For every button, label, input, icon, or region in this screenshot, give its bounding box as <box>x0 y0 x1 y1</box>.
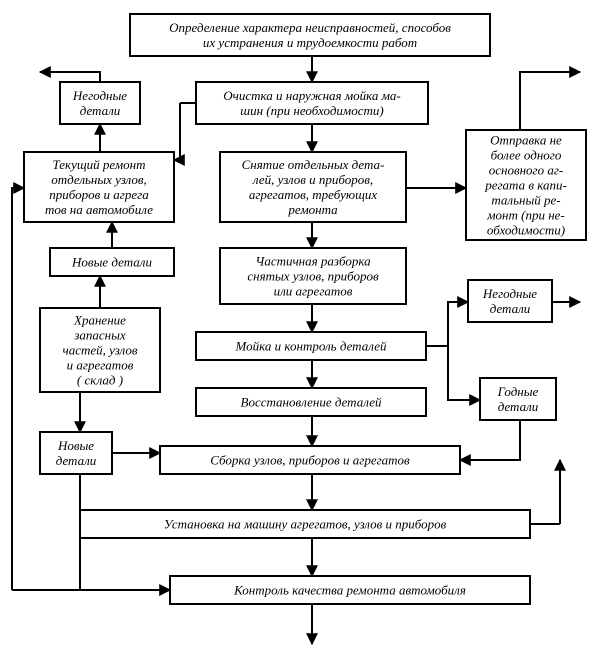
flow-node-n8: Частичная разборкаснятых узлов, приборов… <box>220 248 406 304</box>
svg-text:Сборка узлов, приборов и агрег: Сборка узлов, приборов и агрегатов <box>210 453 410 468</box>
svg-text:( склад ): ( склад ) <box>77 373 123 388</box>
svg-text:детали: детали <box>80 103 121 118</box>
flow-node-n9: Негодныедетали <box>468 280 552 322</box>
svg-text:Новые детали: Новые детали <box>71 255 152 270</box>
svg-text:лей, узлов и приборов,: лей, узлов и приборов, <box>252 172 373 187</box>
flow-node-n16: Установка на машину агрегатов, узлов и п… <box>80 510 530 538</box>
svg-text:Установка на машину агрегатов,: Установка на машину агрегатов, узлов и п… <box>164 517 447 532</box>
svg-text:Определение характера неисправ: Определение характера неисправностей, сп… <box>169 20 451 35</box>
svg-text:шин (при необходимости): шин (при необходимости) <box>240 103 383 118</box>
svg-text:детали: детали <box>490 301 531 316</box>
flow-node-n10: Хранениезапасныхчастей, узлови агрегатов… <box>40 308 160 392</box>
svg-text:частей, узлов: частей, узлов <box>63 343 138 358</box>
svg-text:Мойка и контроль деталей: Мойка и контроль деталей <box>235 339 387 354</box>
svg-text:регата в капи-: регата в капи- <box>484 178 567 193</box>
svg-text:или агрегатов: или агрегатов <box>274 284 353 299</box>
flow-node-n6: Снятие отдельных дета-лей, узлов и прибо… <box>220 152 406 222</box>
flow-node-n11: Мойка и контроль деталей <box>196 332 426 360</box>
svg-text:монт (при не-: монт (при не- <box>486 208 565 223</box>
svg-text:Частичная разборка: Частичная разборка <box>255 254 371 269</box>
svg-text:более одного: более одного <box>491 148 562 163</box>
svg-text:агрегатов, требующих: агрегатов, требующих <box>249 187 378 202</box>
flow-node-n15: Сборка узлов, приборов и агрегатов <box>160 446 460 474</box>
flow-node-n13: Восстановление деталей <box>196 388 426 416</box>
flow-node-n3: Очистка и наружная мойка ма-шин (при нео… <box>196 82 428 124</box>
svg-text:тальный ре-: тальный ре- <box>491 193 560 208</box>
svg-text:Годные: Годные <box>497 384 539 399</box>
svg-text:запасных: запасных <box>73 328 126 343</box>
flow-node-n7: Новые детали <box>50 248 174 276</box>
svg-text:Новые: Новые <box>57 438 94 453</box>
svg-text:отдельных узлов,: отдельных узлов, <box>51 172 147 187</box>
flow-node-n14: Новыедетали <box>40 432 112 474</box>
svg-text:основного аг-: основного аг- <box>489 163 564 178</box>
svg-text:ремонта: ремонта <box>287 202 338 217</box>
svg-text:Негодные: Негодные <box>482 286 537 301</box>
svg-text:их устранения и трудоемкости р: их устранения и трудоемкости работ <box>203 35 417 50</box>
flow-node-n12: Годныедетали <box>480 378 556 420</box>
svg-text:и агрегатов: и агрегатов <box>67 358 134 373</box>
svg-text:снятых узлов, приборов: снятых узлов, приборов <box>247 269 379 284</box>
flow-node-n2: Негодныедетали <box>60 82 140 124</box>
svg-text:Хранение: Хранение <box>73 313 126 328</box>
svg-text:Негодные: Негодные <box>72 88 127 103</box>
flow-node-n4: Отправка неболее одногоосновного аг-рега… <box>466 130 586 240</box>
flow-node-n5: Текущий ремонтотдельных узлов,приборов и… <box>24 152 174 222</box>
svg-text:детали: детали <box>56 453 97 468</box>
svg-text:тов на автомобиле: тов на автомобиле <box>45 202 153 217</box>
svg-text:Контроль качества ремонта авто: Контроль качества ремонта автомобиля <box>233 583 466 598</box>
svg-text:детали: детали <box>498 399 539 414</box>
svg-text:обходимости): обходимости) <box>487 223 565 238</box>
svg-text:приборов и агрега: приборов и агрега <box>49 187 149 202</box>
svg-text:Восстановление деталей: Восстановление деталей <box>241 395 382 410</box>
flow-node-n1: Определение характера неисправностей, сп… <box>130 14 490 56</box>
svg-text:Текущий ремонт: Текущий ремонт <box>52 157 145 172</box>
svg-text:Отправка не: Отправка не <box>490 133 562 148</box>
flow-node-n17: Контроль качества ремонта автомобиля <box>170 576 530 604</box>
svg-text:Снятие отдельных дета-: Снятие отдельных дета- <box>242 157 385 172</box>
svg-text:Очистка и наружная мойка ма-: Очистка и наружная мойка ма- <box>223 88 401 103</box>
